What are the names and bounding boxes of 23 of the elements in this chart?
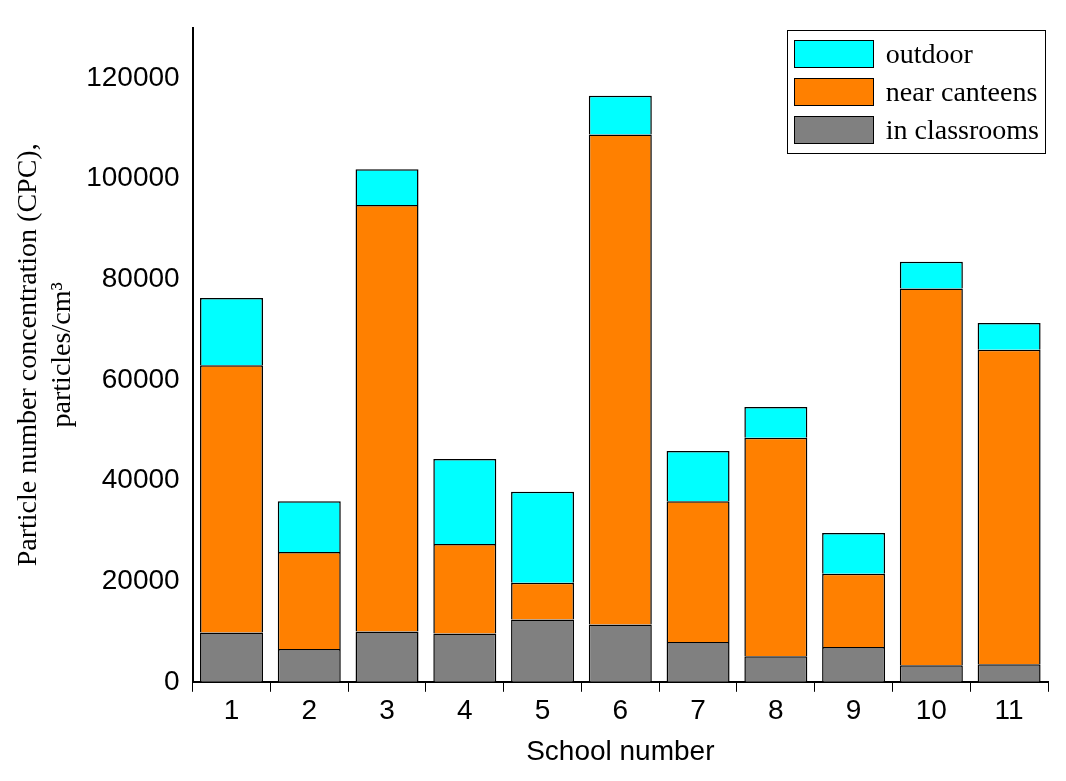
x-tick-label: 4 [457, 694, 473, 726]
x-tick-label: 5 [534, 694, 551, 726]
y-tick-label: 40000 [101, 463, 180, 495]
x-tick-label: 3 [379, 694, 395, 726]
x-tick-label: 6 [612, 694, 629, 726]
y-tick-label: 0 [164, 664, 180, 696]
legend-label: in classrooms [885, 113, 1039, 146]
y-tick-label: 100000 [86, 161, 180, 193]
x-tick-label: 9 [845, 694, 862, 726]
x-tick-label: 1 [223, 694, 240, 726]
x-tick-label: 7 [690, 694, 706, 726]
legend-label: outdoor [885, 37, 973, 70]
x-tick-label: 11 [994, 694, 1024, 726]
y-tick-label: 80000 [101, 262, 180, 294]
legend-label: near canteens [885, 75, 1038, 108]
x-axis-title: School number [526, 734, 715, 766]
y-tick-label: 120000 [86, 60, 180, 92]
x-tick-label: 10 [915, 694, 947, 726]
y-axis-title: Particle number concentration (CPC), particles/cm³ [11, 143, 76, 567]
y-tick-label: 60000 [101, 362, 180, 394]
x-tick-label: 8 [768, 694, 784, 726]
x-tick-label: 2 [301, 694, 318, 726]
y-tick-label: 20000 [101, 563, 180, 595]
